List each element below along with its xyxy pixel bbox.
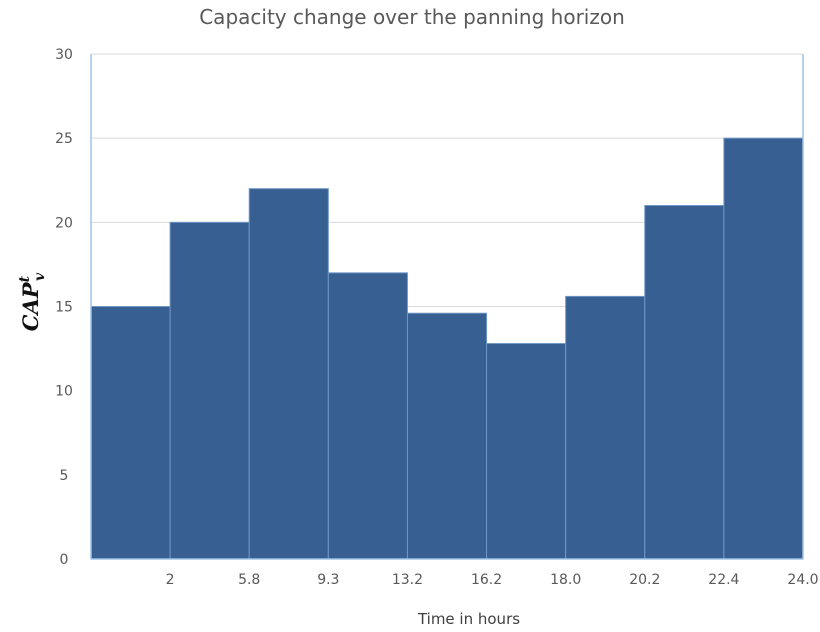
x-tick-label: 22.4 xyxy=(708,572,739,588)
bar xyxy=(406,312,488,560)
y-tick-label: 20 xyxy=(55,215,73,231)
bar xyxy=(248,188,329,560)
x-tick-label: 9.3 xyxy=(317,572,339,588)
y-tick-label: 5 xyxy=(60,468,69,484)
y-axis-label-base: CAP xyxy=(18,281,43,331)
bar xyxy=(644,205,725,560)
bar xyxy=(486,343,567,560)
x-axis-label: Time in hours xyxy=(417,610,520,628)
y-tick-label: 10 xyxy=(55,384,73,400)
y-tick-label: 15 xyxy=(55,300,73,316)
x-tick-label: 2 xyxy=(166,572,175,588)
bars xyxy=(90,137,804,560)
y-axis-label-superscript: t xyxy=(17,275,33,282)
y-tick-label: 30 xyxy=(55,47,73,63)
chart-title: Capacity change over the panning horizon xyxy=(199,5,625,29)
x-tick-label: 5.8 xyxy=(238,572,260,588)
bar xyxy=(90,306,171,560)
axes xyxy=(90,54,804,560)
y-axis-label: CAPtv xyxy=(17,272,48,331)
x-tick-label: 13.2 xyxy=(392,572,423,588)
y-tick-labels: 0 5 10 15 20 25 30 xyxy=(55,47,73,568)
x-tick-label: 24.0 xyxy=(787,572,818,588)
bar xyxy=(169,221,250,560)
x-tick-label: 16.2 xyxy=(471,572,502,588)
y-axis-label-subscript: v xyxy=(32,272,48,281)
x-tick-labels: 2 5.8 9.3 13.2 16.2 18.0 20.2 22.4 24.0 xyxy=(166,572,819,588)
bar xyxy=(565,295,646,560)
x-tick-label: 20.2 xyxy=(629,572,660,588)
x-tick-label: 18.0 xyxy=(550,572,581,588)
bar xyxy=(327,272,408,560)
y-tick-label: 0 xyxy=(60,552,69,568)
y-tick-label: 25 xyxy=(55,131,73,147)
bar xyxy=(723,137,804,560)
